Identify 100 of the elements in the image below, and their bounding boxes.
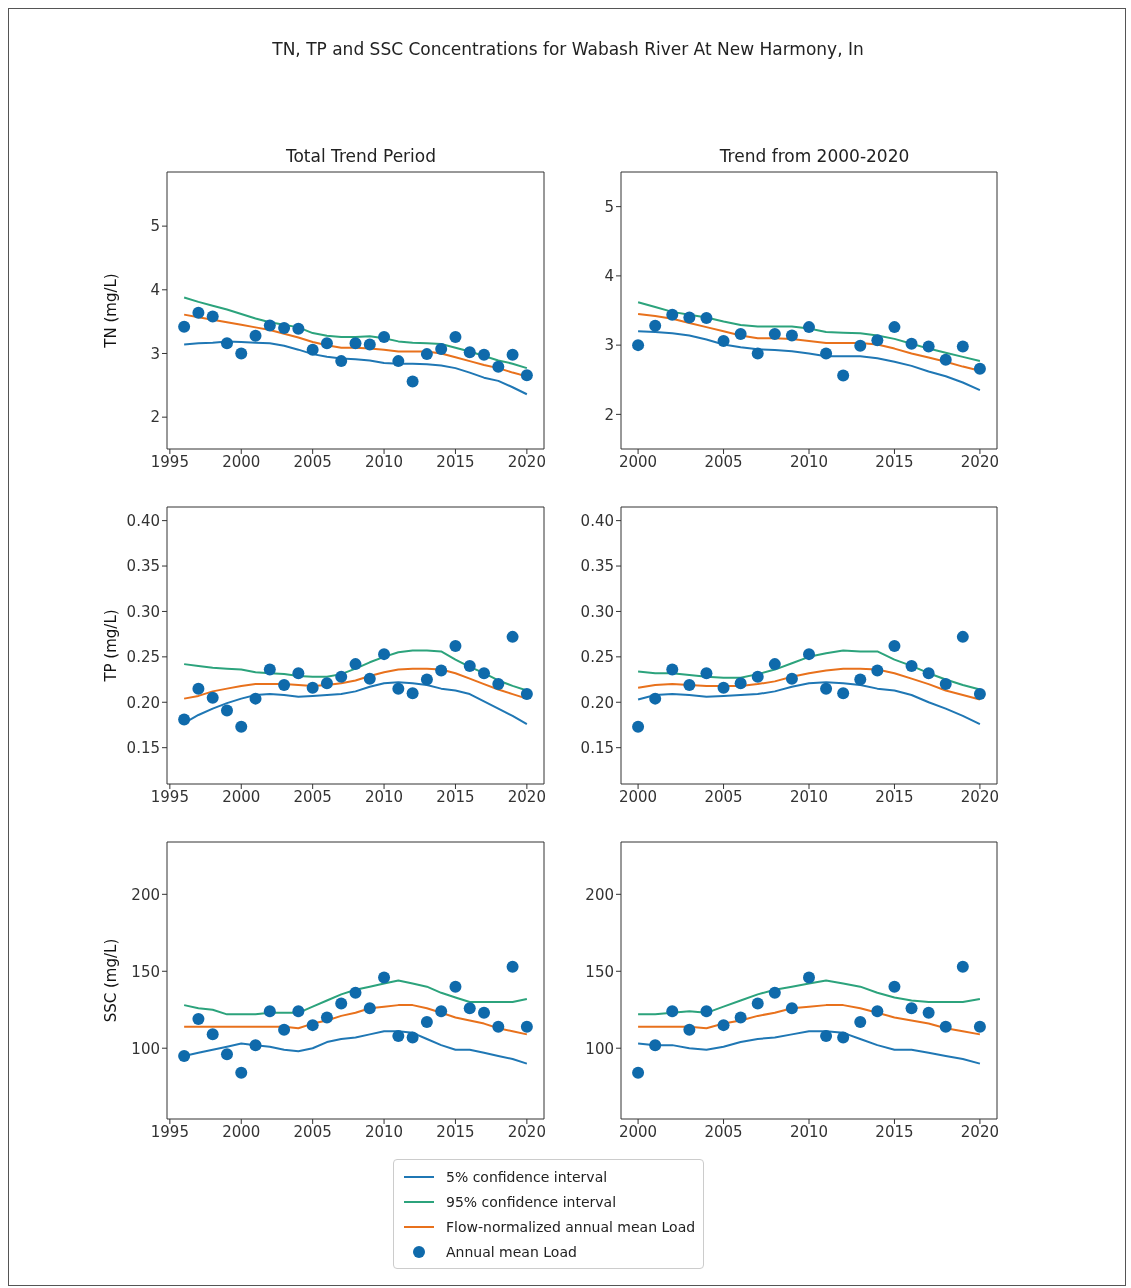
point — [666, 1005, 679, 1018]
x-tick-label: 2020 — [960, 787, 999, 806]
point — [649, 319, 662, 332]
point — [837, 369, 850, 382]
point — [292, 322, 305, 335]
y-tick-label: 4 — [604, 267, 614, 286]
point — [871, 1005, 884, 1018]
point — [492, 678, 505, 691]
x-tick-label: 2010 — [364, 1122, 404, 1141]
y-tick-label: 200 — [585, 885, 614, 904]
x-tick-label: 2005 — [704, 787, 743, 806]
y-tick-label: 0.25 — [126, 648, 160, 667]
point — [905, 337, 918, 350]
point — [683, 311, 696, 324]
point — [734, 1011, 747, 1024]
point — [820, 347, 833, 360]
point — [378, 971, 391, 984]
x-tick-label: 2015 — [875, 452, 914, 471]
point — [363, 672, 376, 685]
point — [751, 347, 764, 360]
point — [520, 369, 533, 382]
point — [956, 630, 969, 643]
legend-label: Annual mean Load — [446, 1243, 577, 1260]
point — [320, 677, 333, 690]
text: TN, TP and SSC Concentrations for Wabash River At New Harmony, In — [271, 39, 865, 59]
point — [235, 347, 248, 360]
x-tick-label: 2005 — [293, 452, 332, 471]
point — [349, 658, 362, 671]
point — [378, 648, 391, 661]
point — [220, 337, 233, 350]
point — [235, 1066, 248, 1079]
point — [820, 682, 833, 695]
point — [406, 375, 419, 388]
point — [854, 1016, 867, 1029]
y-tick-label: 0.20 — [126, 693, 160, 712]
x-tick-label: 1995 — [150, 452, 189, 471]
point — [939, 678, 952, 691]
point — [956, 340, 969, 353]
point — [785, 1002, 798, 1015]
point — [905, 659, 918, 672]
legend-label: 95% confidence interval — [446, 1193, 617, 1210]
point — [406, 1031, 419, 1044]
point — [956, 960, 969, 973]
point — [734, 328, 747, 341]
point — [478, 667, 491, 680]
point — [478, 1006, 491, 1019]
y-tick-label: 0.35 — [580, 557, 614, 576]
x-tick-label: 2020 — [960, 1122, 999, 1141]
x-tick-label: 1995 — [150, 787, 189, 806]
x-tick-label: 2000 — [619, 1122, 658, 1141]
point — [435, 664, 448, 677]
point — [306, 343, 319, 356]
point — [632, 1066, 645, 1079]
point — [683, 1023, 696, 1036]
x-tick-label: 2010 — [789, 787, 829, 806]
point — [785, 672, 798, 685]
point — [192, 682, 205, 695]
point — [392, 1029, 405, 1042]
point — [768, 658, 781, 671]
point — [249, 1039, 262, 1052]
point — [820, 1029, 833, 1042]
y-tick-label: 3 — [150, 344, 160, 363]
point — [206, 310, 219, 323]
y-tick-label: 3 — [604, 336, 614, 355]
point — [973, 688, 986, 701]
point — [973, 1020, 986, 1033]
x-tick-label: 2010 — [789, 1122, 829, 1141]
point — [192, 306, 205, 319]
point — [420, 348, 433, 361]
y-tick-label: 0.20 — [580, 693, 614, 712]
point — [249, 692, 262, 705]
point — [363, 1002, 376, 1015]
point — [449, 330, 462, 343]
point — [803, 971, 815, 984]
point — [888, 980, 901, 993]
point — [683, 679, 696, 692]
point — [206, 1028, 219, 1041]
point — [306, 681, 319, 694]
point — [420, 673, 433, 686]
point — [768, 328, 781, 341]
point — [506, 630, 519, 643]
point — [939, 1020, 952, 1033]
x-tick-label: 2000 — [619, 787, 658, 806]
point — [700, 1005, 713, 1018]
point — [837, 687, 850, 700]
point — [888, 321, 901, 334]
point — [478, 348, 491, 361]
x-tick-label: 2015 — [436, 1122, 475, 1141]
y-tick-label: 2 — [150, 408, 160, 427]
point — [249, 329, 262, 342]
x-tick-label: 2000 — [222, 1122, 261, 1141]
point — [435, 1005, 448, 1018]
y-tick-label: 0.30 — [580, 602, 614, 621]
point — [717, 334, 730, 347]
y-axis-title: TP (mg/L) — [102, 609, 121, 683]
point — [922, 1006, 935, 1019]
point — [349, 337, 362, 350]
point — [922, 667, 935, 680]
legend-label: 5% confidence interval — [446, 1168, 608, 1185]
y-tick-label: 0.15 — [580, 739, 614, 757]
